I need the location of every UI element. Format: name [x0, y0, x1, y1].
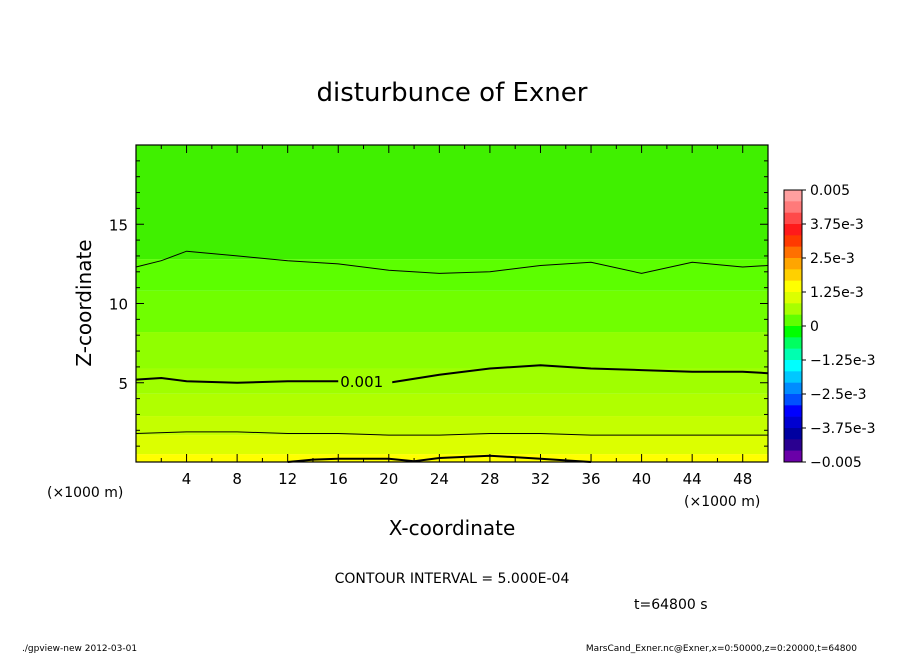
- x-tick-label: 48: [733, 470, 752, 488]
- colorbar-swatch: [784, 303, 802, 315]
- x-axis-unit: (×1000 m): [684, 494, 760, 510]
- y-axis-ticks: 5 10 15: [109, 160, 768, 447]
- colorbar-swatch: [784, 190, 802, 202]
- colorbar-label: 3.75e-3: [810, 217, 864, 233]
- x-tick-label: 8: [232, 470, 242, 488]
- contour-band-1: [136, 435, 768, 455]
- colorbar-swatch: [784, 314, 802, 327]
- x-tick-label: 36: [581, 470, 600, 488]
- colorbar-label: 0: [810, 319, 819, 335]
- colorbar-label: 1.25e-3: [810, 285, 864, 301]
- x-tick-label: 32: [531, 470, 550, 488]
- colorbar-swatch: [784, 326, 802, 338]
- contour-band-7: [136, 259, 768, 291]
- colorbar-swatch: [784, 450, 802, 463]
- x-axis-ticks: 4 8 12 16 20 24 28 32 36 40 44 48: [160, 145, 752, 488]
- contour-band-2: [136, 416, 768, 436]
- contour-line-1: [135, 364, 769, 384]
- colorbar-swatch: [784, 337, 802, 349]
- x-tick-label: 12: [278, 470, 297, 488]
- colorbar-swatch: [784, 371, 802, 383]
- colorbar-swatch: [784, 382, 802, 395]
- y-tick-label: 5: [118, 375, 128, 393]
- colorbar-swatch: [784, 439, 802, 451]
- contour-line-2: [135, 431, 768, 436]
- footer-right: MarsCand_Exner.nc@Exner,x=0:50000,z=0:20…: [586, 644, 857, 654]
- contour-line-3: [287, 454, 592, 463]
- colorbar-swatch: [784, 405, 802, 417]
- contour-interval-note: CONTOUR INTERVAL = 5.000E-04: [335, 571, 570, 587]
- chart-title: disturbunce of Exner: [317, 78, 588, 108]
- colorbar-labels: 0.005 3.75e-3 2.5e-3 1.25e-3 0 −1.25e-3 −2.5e-…: [802, 183, 875, 471]
- contour-band-6: [136, 290, 768, 333]
- colorbar-swatch: [784, 224, 802, 236]
- colorbar-swatch: [784, 246, 802, 259]
- y-tick-label: 15: [109, 216, 128, 234]
- y-tick-label: 10: [109, 296, 128, 314]
- contour-line-0: [135, 250, 769, 274]
- x-tick-label: 4: [182, 470, 192, 488]
- colorbar-label: 0.005: [810, 183, 850, 199]
- colorbar-label: −2.5e-3: [810, 387, 867, 403]
- colorbar-swatch: [784, 416, 802, 429]
- x-tick-label: 20: [379, 470, 398, 488]
- colorbar-swatch: [784, 394, 802, 406]
- contour-band-5: [136, 332, 768, 369]
- x-axis-label: X-coordinate: [389, 516, 516, 540]
- x-tick-label: 28: [480, 470, 499, 488]
- y-axis-label: Z-coordinate: [72, 239, 96, 366]
- time-label: t=64800 s: [634, 597, 708, 613]
- contour-lines: 0.001: [135, 250, 769, 463]
- x-tick-label: 44: [683, 470, 702, 488]
- contour-label-bg: [338, 372, 393, 391]
- x-tick-label: 40: [632, 470, 651, 488]
- colorbar-swatch: [784, 258, 802, 270]
- colorbar-label: −3.75e-3: [810, 421, 875, 437]
- colorbar-swatch: [784, 428, 802, 440]
- colorbar-swatch: [784, 360, 802, 372]
- x-tick-label: 16: [329, 470, 348, 488]
- colorbar-swatch: [784, 292, 802, 304]
- y-axis-unit: (×1000 m): [47, 485, 123, 501]
- footer-left: ./gpview-new 2012-03-01: [22, 644, 137, 654]
- x-tick-label: 24: [430, 470, 449, 488]
- colorbar-swatch: [784, 269, 802, 281]
- contour-label: 0.001: [340, 373, 383, 391]
- colorbar-swatch: [784, 235, 802, 247]
- colorbar-swatch: [784, 201, 802, 213]
- colorbar-label: −1.25e-3: [810, 353, 875, 369]
- colorbar-swatch: [784, 348, 802, 361]
- contour-band-8: [136, 145, 768, 260]
- colorbar: [784, 190, 802, 463]
- contour-fill: [136, 145, 768, 462]
- colorbar-swatch: [784, 212, 802, 225]
- colorbar-label: −0.005: [810, 455, 862, 471]
- colorbar-label: 2.5e-3: [810, 251, 855, 267]
- contour-band-3: [136, 393, 768, 417]
- colorbar-swatch: [784, 280, 802, 293]
